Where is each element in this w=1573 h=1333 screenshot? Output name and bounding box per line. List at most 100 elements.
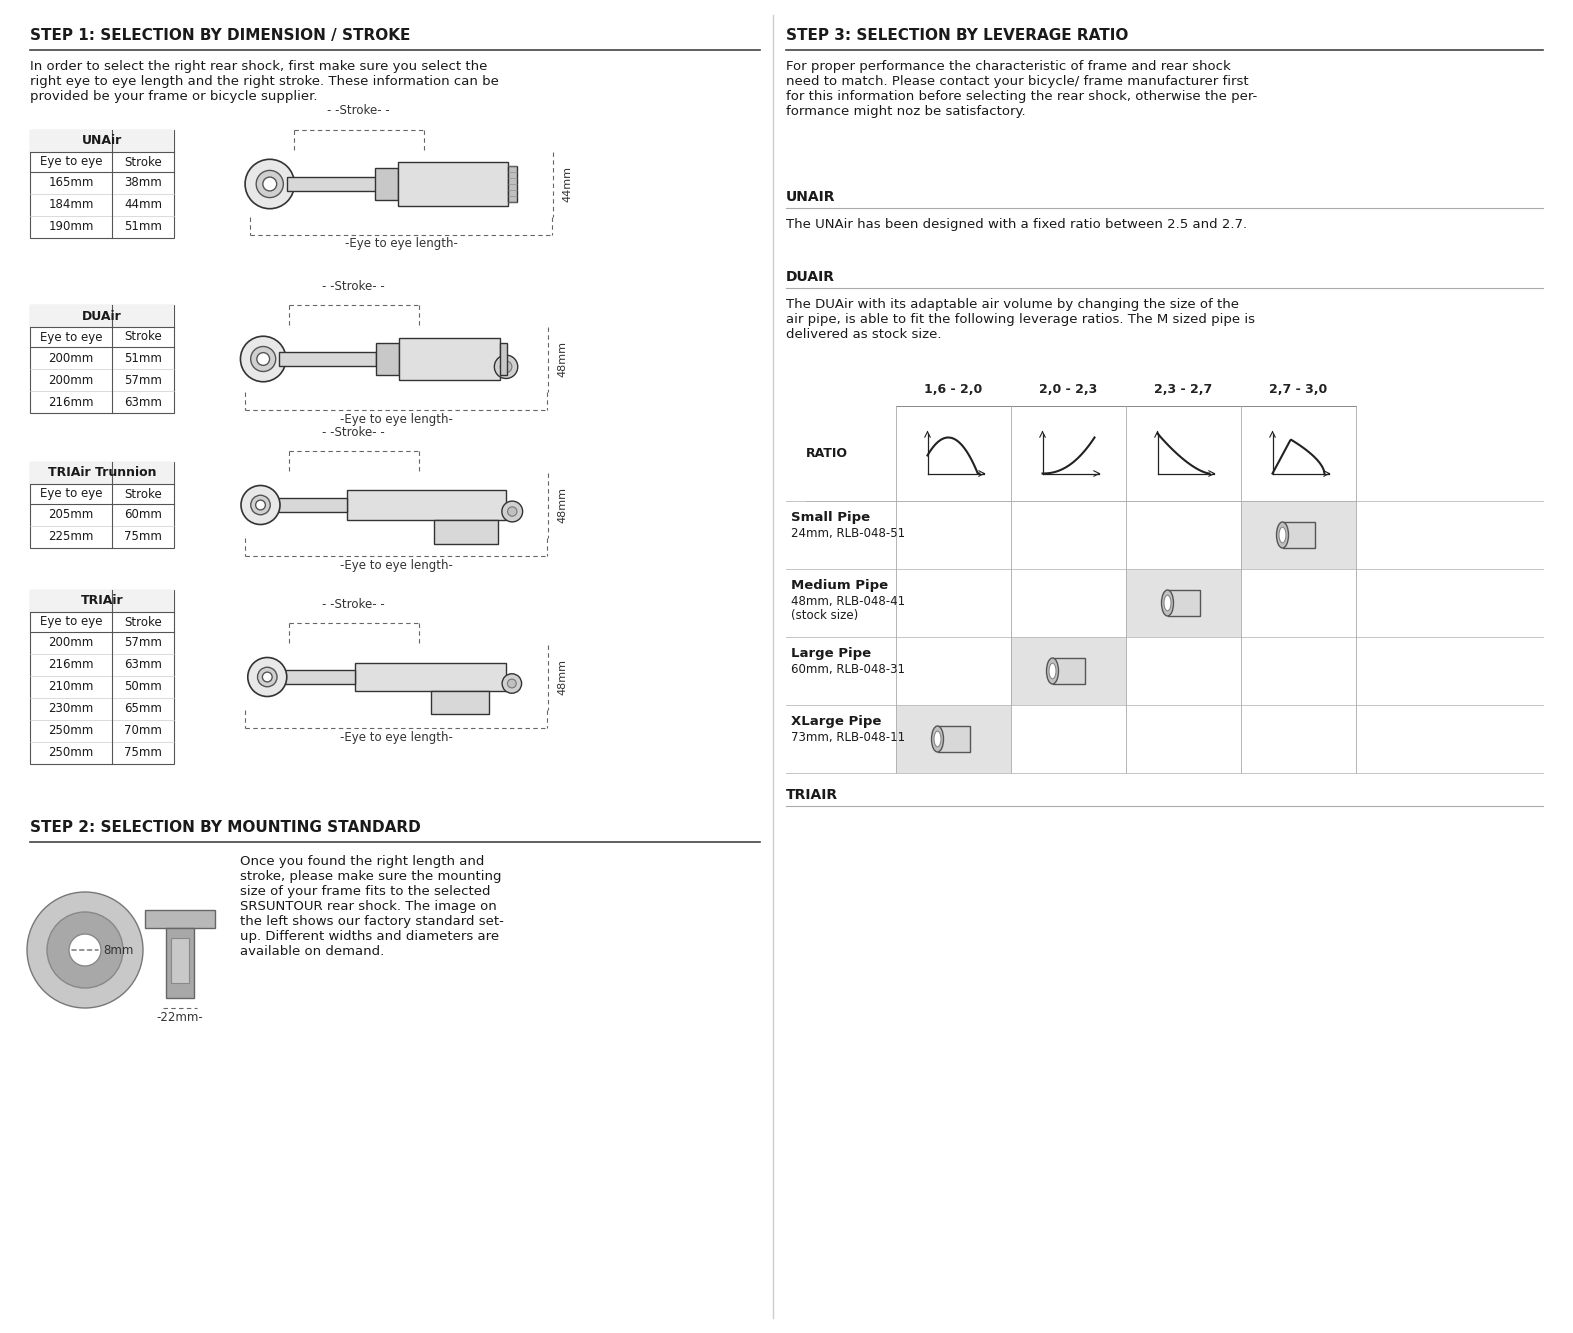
Circle shape [263,672,272,682]
Bar [374,168,398,200]
Circle shape [494,355,518,379]
Circle shape [249,657,286,697]
Text: Stroke: Stroke [124,331,162,344]
Text: 44mm: 44mm [124,199,162,212]
Text: 190mm: 190mm [49,220,94,233]
Text: 165mm: 165mm [49,176,94,189]
Circle shape [47,912,123,988]
Circle shape [245,160,294,209]
Circle shape [241,485,280,524]
Bar [278,352,376,367]
Circle shape [241,336,286,381]
Text: 75mm: 75mm [124,746,162,760]
Bar [30,591,175,612]
Text: -Eye to eye length-: -Eye to eye length- [340,559,453,572]
Text: 75mm: 75mm [124,531,162,544]
Text: STEP 3: SELECTION BY LEVERAGE RATIO: STEP 3: SELECTION BY LEVERAGE RATIO [786,28,1128,43]
Text: XLarge Pipe: XLarge Pipe [791,714,881,728]
Text: 51mm: 51mm [124,352,162,364]
Text: 48mm: 48mm [557,341,566,377]
Text: 216mm: 216mm [49,659,94,672]
Text: Stroke: Stroke [124,616,162,628]
Text: 48mm, RLB-048-41: 48mm, RLB-048-41 [791,595,904,608]
Ellipse shape [1049,664,1055,678]
Text: -Eye to eye length-: -Eye to eye length- [340,730,453,744]
Text: 2,7 - 3,0: 2,7 - 3,0 [1269,383,1328,396]
Text: 210mm: 210mm [49,681,94,693]
Text: STEP 2: SELECTION BY MOUNTING STANDARD: STEP 2: SELECTION BY MOUNTING STANDARD [30,820,420,834]
Bar [1241,501,1356,569]
Bar [398,161,508,207]
Bar [286,177,381,191]
Circle shape [256,353,269,365]
Text: 2,0 - 2,3: 2,0 - 2,3 [1040,383,1098,396]
Text: 205mm: 205mm [49,508,94,521]
Circle shape [508,678,516,688]
Bar [398,337,500,380]
Text: 73mm, RLB-048-11: 73mm, RLB-048-11 [791,730,904,744]
Bar [30,305,175,327]
Circle shape [502,501,522,523]
Text: 24mm, RLB-048-51: 24mm, RLB-048-51 [791,527,904,540]
Circle shape [69,934,101,966]
Bar [263,670,355,684]
Text: 230mm: 230mm [49,702,94,716]
Text: For proper performance the characteristic of frame and rear shock
need to match.: For proper performance the characteristi… [786,60,1257,119]
Circle shape [250,347,275,372]
Text: 57mm: 57mm [124,373,162,387]
Text: 250mm: 250mm [49,725,94,737]
Text: - -Stroke- -: - -Stroke- - [322,597,385,611]
Text: Eye to eye: Eye to eye [39,331,102,344]
Bar [431,690,489,713]
Text: 65mm: 65mm [124,702,162,716]
Text: DUAIR: DUAIR [786,271,835,284]
Bar [167,928,193,998]
Bar [145,910,216,928]
Text: 51mm: 51mm [124,220,162,233]
Text: 2,3 - 2,7: 2,3 - 2,7 [1155,383,1213,396]
Text: 60mm, RLB-048-31: 60mm, RLB-048-31 [791,663,904,676]
Text: (stock size): (stock size) [791,609,859,623]
Text: RATIO: RATIO [805,447,848,460]
Bar [1167,591,1200,616]
Bar [897,705,1011,773]
Text: - -Stroke- -: - -Stroke- - [322,280,385,292]
Ellipse shape [1277,523,1288,548]
Bar [1126,569,1241,637]
Text: 184mm: 184mm [49,199,94,212]
Text: 1,6 - 2,0: 1,6 - 2,0 [925,383,983,396]
Text: 50mm: 50mm [124,681,162,693]
Text: Eye to eye: Eye to eye [39,156,102,168]
Text: 225mm: 225mm [49,531,94,544]
Bar [376,344,398,375]
Circle shape [256,500,266,511]
Text: 200mm: 200mm [49,636,94,649]
Text: TRIAir: TRIAir [80,595,123,608]
Bar [938,726,969,752]
Bar [30,463,175,548]
Bar [1052,659,1084,684]
Text: 250mm: 250mm [49,746,94,760]
Circle shape [508,507,518,516]
Circle shape [256,171,283,197]
Text: -22mm-: -22mm- [157,1010,203,1024]
Bar [346,491,507,520]
Circle shape [502,673,522,693]
Text: - -Stroke- -: - -Stroke- - [327,104,390,117]
Bar [171,938,189,982]
Ellipse shape [934,732,941,746]
Ellipse shape [1046,659,1059,684]
Bar [30,591,175,764]
Bar [30,131,175,239]
Text: DUAir: DUAir [82,309,121,323]
Bar [30,305,175,413]
Bar [1282,523,1315,548]
Text: 57mm: 57mm [124,636,162,649]
Text: 70mm: 70mm [124,725,162,737]
Text: Once you found the right length and
stroke, please make sure the mounting
size o: Once you found the right length and stro… [241,854,503,958]
Text: -Eye to eye length-: -Eye to eye length- [340,412,453,425]
Bar [355,663,507,690]
Ellipse shape [1279,527,1287,543]
Circle shape [258,668,277,686]
Text: 60mm: 60mm [124,508,162,521]
